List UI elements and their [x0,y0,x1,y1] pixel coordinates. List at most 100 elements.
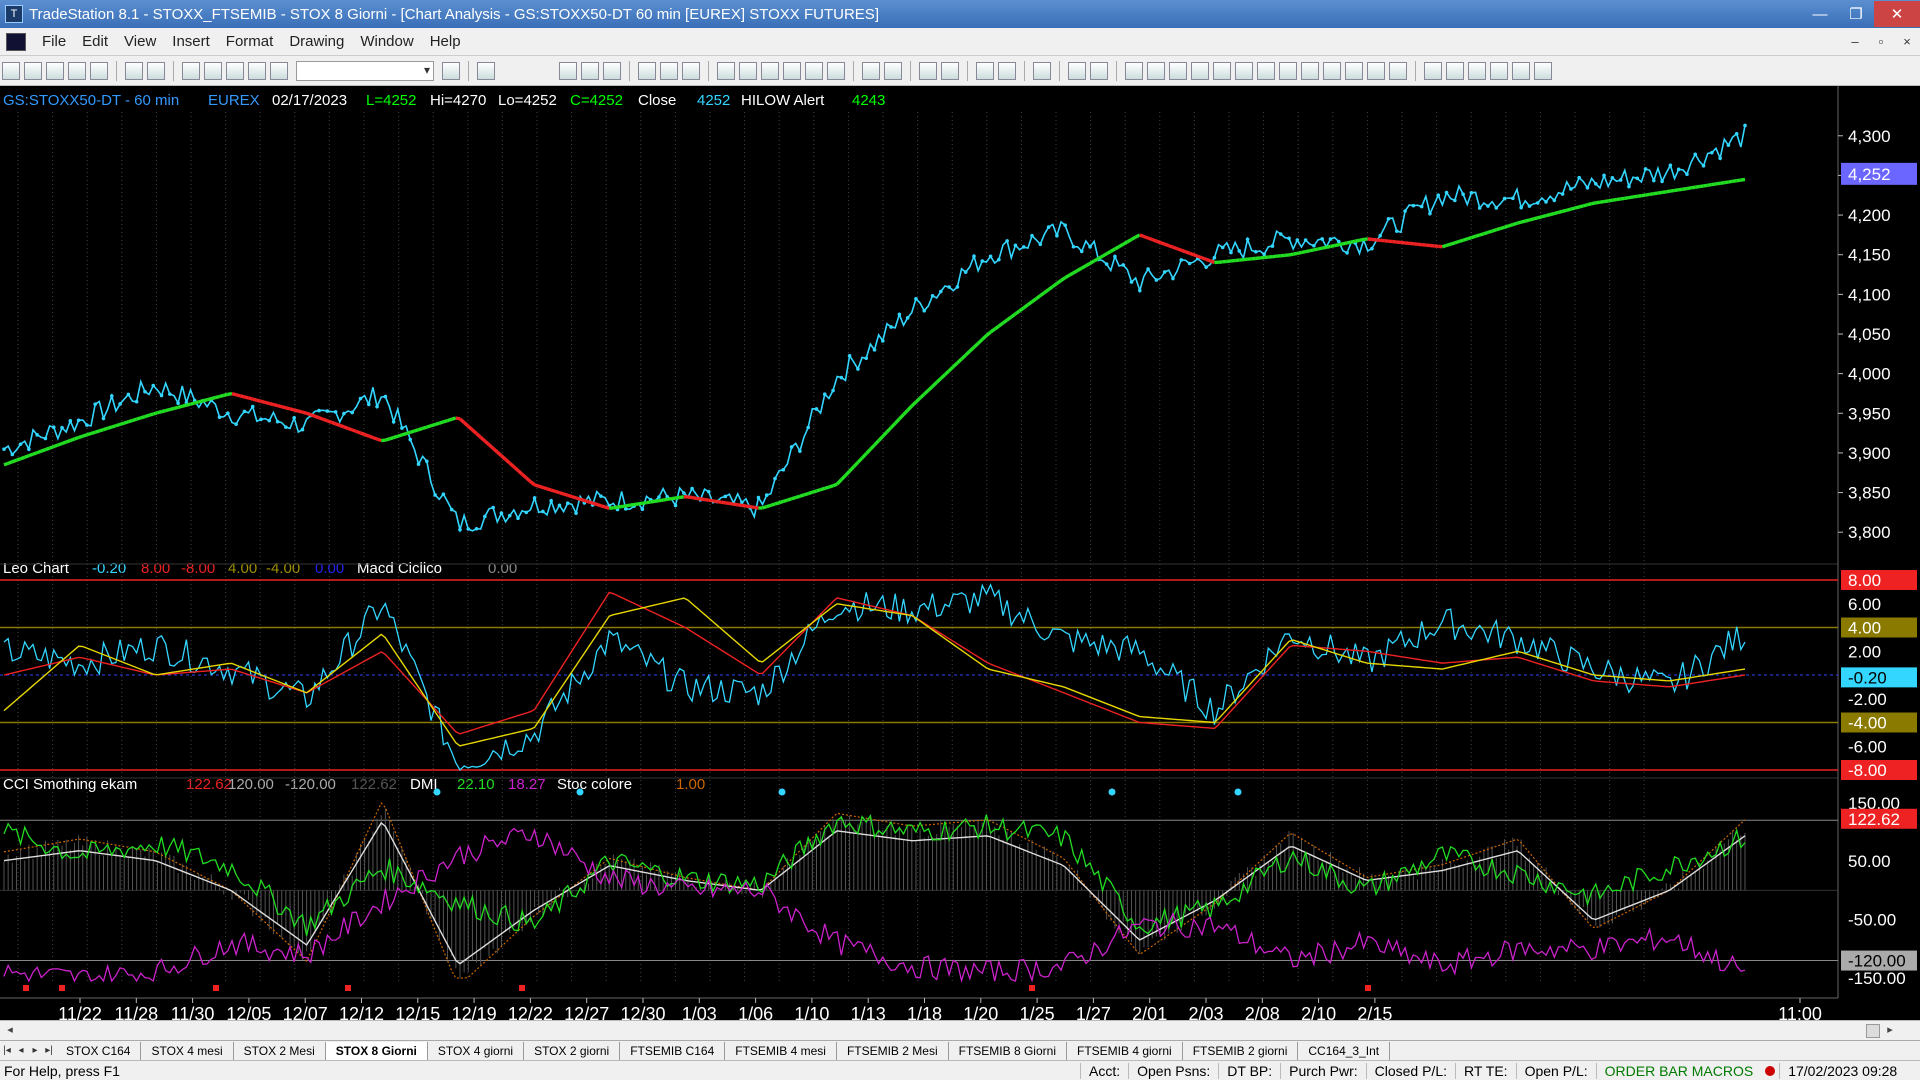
status-order-bar-macros[interactable]: ORDER BAR MACROS [1595,1062,1762,1079]
regression-icon[interactable] [1235,61,1253,80]
globe-icon[interactable] [270,61,288,80]
menu-view[interactable]: View [124,33,157,50]
menu-drawing[interactable]: Drawing [289,33,345,50]
data-window-icon[interactable] [603,61,621,80]
chart-area[interactable]: GS:STOXX50-DT - 60 min EUREX 02/17/2023 … [0,86,1920,1040]
indicator-icon[interactable] [638,61,656,80]
menu-edit[interactable]: Edit [82,33,109,50]
tab-ftsemib-8-giorni[interactable]: FTSEMIB 8 Giorni [949,1041,1067,1060]
tab-cc164-3-int[interactable]: CC164_3_Int [1298,1041,1391,1060]
paint-icon[interactable] [248,61,266,80]
arrow-down-icon[interactable] [1446,61,1464,80]
next-tab-icon[interactable]: ▸ [32,1045,38,1056]
format-icon[interactable] [739,61,757,80]
menu-insert[interactable]: Insert [172,33,210,50]
bar-chart-icon[interactable] [559,61,577,80]
tools-icon[interactable] [1033,61,1051,80]
vertical-lines-icon[interactable] [1147,61,1165,80]
last-tab-icon[interactable]: ▸| [45,1045,53,1056]
fan-icon[interactable] [1213,61,1231,80]
curve-icon[interactable] [1424,61,1442,80]
play-icon[interactable] [442,61,460,80]
pencil-icon[interactable] [1389,61,1407,80]
chart-window-icon[interactable] [6,32,26,51]
tab-stox-8-giorni[interactable]: STOX 8 Giorni [325,1041,428,1060]
hilow-alert-segment [136,416,142,421]
alert-icon[interactable] [761,61,779,80]
menu-file[interactable]: File [42,33,67,50]
zoom-out-icon[interactable] [941,61,959,80]
symbol-combo[interactable] [296,60,434,81]
find-icon[interactable] [477,61,495,80]
mdi-minimize-button[interactable]: – [1851,34,1859,49]
analysis-icon[interactable] [682,61,700,80]
tile-icon[interactable] [1090,61,1108,80]
price-bar [1328,237,1333,241]
refresh-icon[interactable] [717,61,735,80]
tab-ftsemib-2-mesi[interactable]: FTSEMIB 2 Mesi [837,1041,949,1060]
rectangle-icon[interactable] [1512,61,1530,80]
status-help: For Help, press F1 [4,1062,120,1079]
scroll-right-icon[interactable]: ▸ [1887,1024,1893,1036]
status-purch-pwr: Purch Pwr: [1280,1062,1365,1079]
price-bar [400,426,404,430]
tab-stox-4-giorni[interactable]: STOX 4 giorni [428,1041,525,1060]
expand-icon[interactable] [862,61,880,80]
prev-tab-icon[interactable]: ◂ [18,1045,24,1056]
save-icon[interactable] [90,61,108,80]
flag-icon[interactable] [998,61,1016,80]
tab-stox-2-giorni[interactable]: STOX 2 giorni [524,1041,621,1060]
print-preview-icon[interactable] [147,61,165,80]
bar-spacing-icon[interactable] [805,61,823,80]
print-icon[interactable] [125,61,143,80]
close-button[interactable]: ✕ [1874,1,1920,27]
tab-stox-2-mesi[interactable]: STOX 2 Mesi [234,1041,326,1060]
open-workspace-icon[interactable] [68,61,86,80]
ellipse-icon[interactable] [1490,61,1508,80]
minimize-button[interactable]: — [1812,5,1828,23]
tab-ftsemib-4-mesi[interactable]: FTSEMIB 4 mesi [725,1041,837,1060]
scroll-thumb[interactable] [1866,1024,1880,1038]
menu-help[interactable]: Help [429,33,461,50]
horizontal-lines-icon[interactable] [1169,61,1187,80]
first-tab-icon[interactable]: |◂ [3,1045,11,1056]
compress-icon[interactable] [884,61,902,80]
grid-icon[interactable] [581,61,599,80]
hilow-alert-segment [1599,199,1605,204]
arrow-lr-icon[interactable] [1301,61,1319,80]
arrow-up-icon[interactable] [1468,61,1486,80]
pitchfork-icon[interactable] [1323,61,1341,80]
horizontal-scrollbar[interactable]: ◂ ▸ [0,1020,1920,1040]
pointer-icon[interactable] [976,61,994,80]
hilow-alert-segment [289,407,295,412]
tab-stox-c164[interactable]: STOX C164 [56,1041,142,1060]
scroll-left-icon[interactable]: ◂ [7,1024,13,1036]
zoom-in-icon[interactable] [919,61,937,80]
chart-type-icon[interactable] [783,61,801,80]
tab-stox-4-mesi[interactable]: STOX 4 mesi [141,1041,234,1060]
new-icon[interactable] [2,61,20,80]
channel-icon[interactable] [1191,61,1209,80]
window-icon[interactable] [1068,61,1086,80]
copy-icon[interactable] [204,61,222,80]
arc-icon[interactable] [1367,61,1385,80]
tab-ftsemib-4-giorni[interactable]: FTSEMIB 4 giorni [1067,1041,1183,1060]
menu-format[interactable]: Format [225,33,274,50]
restore-button[interactable]: ❐ [1849,6,1863,23]
mdi-restore-button[interactable]: ▫ [1878,34,1884,49]
trendline-icon[interactable] [1125,61,1143,80]
fibonacci-icon[interactable] [1257,61,1275,80]
mdi-close-button[interactable]: × [1903,34,1911,49]
new-workspace-icon[interactable] [46,61,64,80]
text-icon[interactable] [1534,61,1552,80]
strategy-icon[interactable] [660,61,678,80]
lock-icon[interactable] [226,61,244,80]
speed-line-icon[interactable] [1279,61,1297,80]
tab-ftsemib-2-giorni[interactable]: FTSEMIB 2 giorni [1183,1041,1299,1060]
cut-icon[interactable] [182,61,200,80]
line-icon[interactable] [827,61,845,80]
tab-ftsemib-c164[interactable]: FTSEMIB C164 [620,1041,726,1060]
menu-window[interactable]: Window [360,33,414,50]
open-icon[interactable] [24,61,42,80]
gann-icon[interactable] [1345,61,1363,80]
